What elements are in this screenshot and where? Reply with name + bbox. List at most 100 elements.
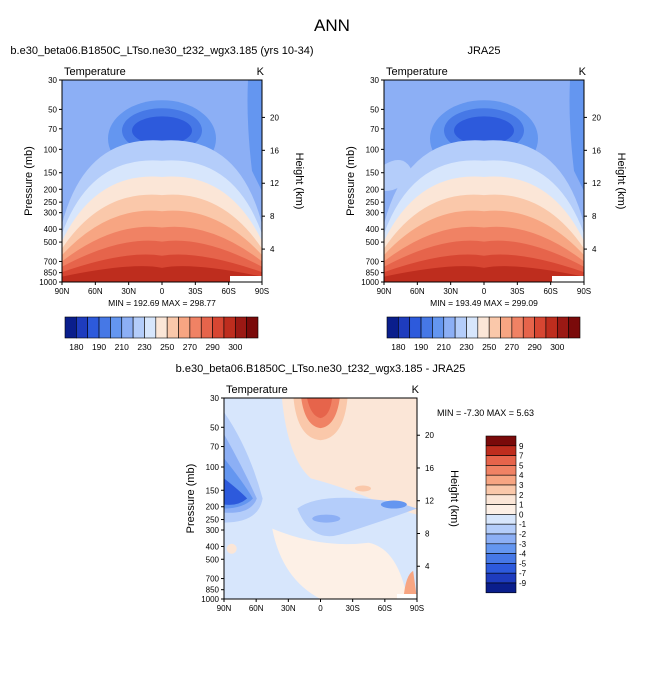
height-tick-label: 8 [425,529,430,538]
colorbar-label: 180 [391,342,405,352]
colorbar-box [87,316,100,339]
units-label: K [257,66,265,78]
colorbar-box [234,316,247,339]
band-lower-8 [384,266,584,282]
x-tick-label: 30S [346,604,360,613]
colorbar-box [522,316,535,339]
y-tick-label: 50 [210,423,219,432]
surface-mask [397,594,417,599]
height-tick-label: 8 [270,212,275,221]
colorbar-box [485,533,517,545]
colorbar-label: 180 [69,342,83,352]
height-tick-label: 16 [425,464,434,473]
x-tick-label: 60S [544,287,558,296]
y-tick-label: 200 [206,503,220,512]
colorbar-label: -4 [519,550,527,559]
y-tick-label: 700 [206,575,220,584]
colorbar-label: -1 [519,520,527,529]
colorbar-box [485,563,517,574]
colorbar-label: -5 [519,559,527,568]
colorbar-box [534,316,547,339]
x-tick-label: 30N [281,604,296,613]
y-tick-label: 250 [366,198,380,207]
x-tick-label: 90N [377,287,392,296]
band-zero [272,528,408,599]
figure-title: ANN [314,16,350,35]
colorbar-label: -9 [519,579,527,588]
colorbar-box [200,316,213,339]
x-tick-label: 90S [577,287,591,296]
colorbar-label: 0 [519,510,524,519]
colorbar-box [454,316,467,339]
colorbar-label: 300 [550,342,564,352]
height-tick-label: 4 [592,245,597,254]
x-tick-label: 60S [378,604,392,613]
colorbar-label: 2 [519,491,524,500]
colorbar-box [64,316,77,339]
y-tick-label: 30 [370,76,379,85]
colorbar-label: 190 [414,342,428,352]
y-tick-label: 1000 [361,278,379,287]
colorbar-box [223,316,236,339]
colorbar-label: -7 [519,569,527,578]
units-label: K [579,66,587,78]
colorbar-box [485,504,517,515]
x-tick-label: 90N [55,287,70,296]
colorbar-box [386,316,399,339]
band-cold-4 [224,478,248,505]
colorbar-box [398,316,411,339]
height-tick-label: 16 [270,146,279,155]
y-tick-label: 250 [206,516,220,525]
colorbar-label: 7 [519,452,524,461]
colorbar-box [485,543,517,554]
blob-warm-mid [354,485,371,492]
colorbar-label: 9 [519,442,524,451]
contour-field [384,80,584,282]
temp-colorbar-right: 180 190 210 230 250 270 290 300 [386,316,581,352]
colorbar-label: 210 [437,342,451,352]
colorbar-label: 230 [137,342,151,352]
band-left-feature [384,159,412,192]
variable-label: Temperature [386,66,448,78]
y-tick-label: 100 [366,145,380,154]
colorbar-label: -3 [519,540,527,549]
colorbar-box [485,514,517,525]
band-upper-right [247,80,262,192]
x-tick-label: 30S [510,287,524,296]
colorbar-box [420,316,433,339]
colorbar-label: 290 [527,342,541,352]
min-max-stats: MIN = -7.30 MAX = 5.63 [437,408,534,418]
colorbar-label: 300 [228,342,242,352]
band-warm-4 [306,398,333,419]
colorbar-box [443,316,456,339]
panel-3: b.e30_beta06.B1850C_LTso.ne30_t232_wgx3.… [176,363,534,613]
colorbar-label: 250 [160,342,174,352]
y-tick-label: 250 [44,198,58,207]
y-tick-label: 150 [44,169,58,178]
x-tick-label: 0 [160,287,165,296]
surface-mask [230,276,262,282]
colorbar-box [178,316,191,339]
y-tick-label: 70 [210,443,219,452]
x-tick-label: 30N [121,287,136,296]
blob-warm-corner [403,570,417,599]
y-tick-label: 500 [44,238,58,247]
panel-title: b.e30_beta06.B1850C_LTso.ne30_t232_wgx3.… [176,363,466,375]
colorbar-label: 290 [205,342,219,352]
colorbar-box [189,316,202,339]
band-core-inner [454,116,514,145]
x-tick-label: 30S [188,287,202,296]
colorbar-box [155,316,168,339]
y-tick-label: 300 [366,209,380,218]
height-tick-label: 12 [270,179,279,188]
x-tick-label: 60N [88,287,103,296]
x-tick-label: 90S [255,287,269,296]
y-tick-label: 700 [366,257,380,266]
y-tick-label: 150 [206,486,220,495]
y-tick-label: 100 [44,145,58,154]
panel-1: b.e30_beta06.B1850C_LTso.ne30_t232_wgx3.… [10,45,313,308]
x-tick-label: 60N [249,604,264,613]
y-tick-label: 400 [206,542,220,551]
